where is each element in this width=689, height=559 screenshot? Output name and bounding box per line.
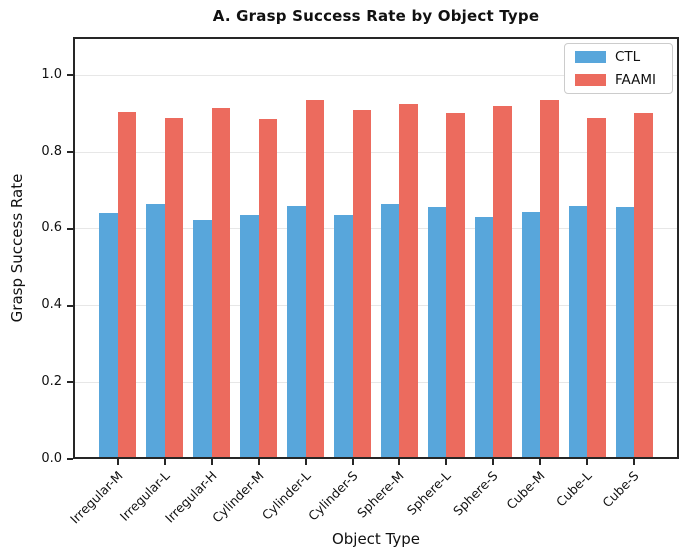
bar-faami-cylinder-s <box>352 109 372 459</box>
bar-faami-irregular-m <box>117 111 137 459</box>
y-tick-mark <box>67 151 73 154</box>
bar-ctl-cube-s <box>615 207 635 459</box>
x-tick-mark <box>539 459 542 465</box>
ctl-color-swatch <box>575 51 606 63</box>
gridline-0.8 <box>75 151 677 153</box>
bar-faami-irregular-h <box>211 107 231 459</box>
x-tick-mark <box>633 459 636 465</box>
bar-faami-irregular-l <box>164 117 184 459</box>
bar-ctl-cube-l <box>568 205 588 459</box>
bar-ctl-cylinder-s <box>333 214 353 459</box>
bar-faami-cylinder-l <box>305 100 325 459</box>
bar-ctl-sphere-m <box>380 203 400 459</box>
y-axis-label: Grasp Success Rate <box>8 173 26 323</box>
bar-ctl-cylinder-m <box>239 215 259 459</box>
x-tick-mark <box>257 459 260 465</box>
x-tick-mark <box>492 459 495 465</box>
gridline-0.2 <box>75 381 677 383</box>
bar-faami-sphere-m <box>399 103 419 459</box>
bar-faami-cube-m <box>540 100 560 459</box>
chart-title: A. Grasp Success Rate by Object Type <box>212 7 540 25</box>
y-tick-label: 1.0 <box>41 66 62 82</box>
y-tick-label: 0.4 <box>41 297 62 313</box>
bar-ctl-cylinder-l <box>286 205 306 459</box>
faami-color-swatch <box>575 74 606 86</box>
bar-ctl-irregular-l <box>145 203 165 459</box>
gridline-1 <box>75 74 677 76</box>
y-tick-mark <box>67 304 73 307</box>
x-axis-label: Object Type <box>331 530 421 548</box>
legend: CTL FAAMI <box>564 43 673 94</box>
bar-faami-cube-s <box>634 112 654 459</box>
bar-ctl-cube-m <box>521 211 541 459</box>
legend-label-ctl: CTL <box>615 49 641 65</box>
x-tick-mark <box>304 459 307 465</box>
y-tick-label: 0.6 <box>41 220 62 236</box>
legend-item-ctl: CTL <box>575 49 662 65</box>
legend-label-faami: FAAMI <box>615 72 657 88</box>
bar-ctl-sphere-l <box>427 206 447 459</box>
y-tick-mark <box>67 74 73 77</box>
bar-faami-cylinder-m <box>258 119 278 459</box>
y-tick-mark <box>67 227 73 230</box>
gridline-0.6 <box>75 228 677 230</box>
x-tick-mark <box>116 459 119 465</box>
y-tick-mark <box>67 381 73 384</box>
bar-faami-sphere-s <box>493 105 513 459</box>
y-tick-label: 0.2 <box>41 373 62 389</box>
legend-item-faami: FAAMI <box>575 72 662 88</box>
y-tick-mark <box>67 458 73 460</box>
x-tick-mark <box>398 459 401 465</box>
x-tick-mark <box>586 459 589 465</box>
y-tick-label: 0.8 <box>41 143 62 159</box>
x-tick-mark <box>210 459 213 465</box>
bar-faami-sphere-l <box>446 112 466 459</box>
gridline-0.4 <box>75 305 677 307</box>
x-tick-mark <box>351 459 354 465</box>
bar-faami-cube-l <box>587 117 607 459</box>
x-tick-mark <box>163 459 166 465</box>
bar-ctl-sphere-s <box>474 217 494 459</box>
bar-ctl-irregular-m <box>98 213 118 459</box>
x-tick-mark <box>445 459 448 465</box>
y-tick-label: 0.0 <box>41 450 62 466</box>
bar-ctl-irregular-h <box>192 220 212 459</box>
